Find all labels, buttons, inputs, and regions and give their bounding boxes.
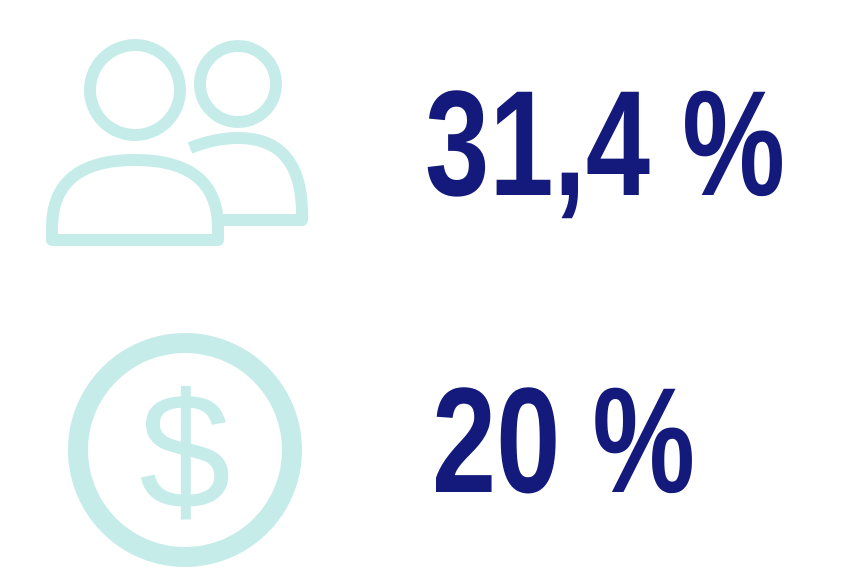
person-head-front — [84, 39, 186, 141]
stat-value: 20 % — [432, 356, 695, 524]
person-body-front — [46, 154, 224, 246]
stat-value: 31,4 % — [425, 59, 785, 227]
dollar-sign: $ — [139, 359, 231, 543]
dollar-icon: $ — [68, 333, 302, 567]
person-head-back — [194, 40, 282, 128]
coin-ring — [68, 333, 302, 567]
people-icon — [46, 39, 308, 246]
